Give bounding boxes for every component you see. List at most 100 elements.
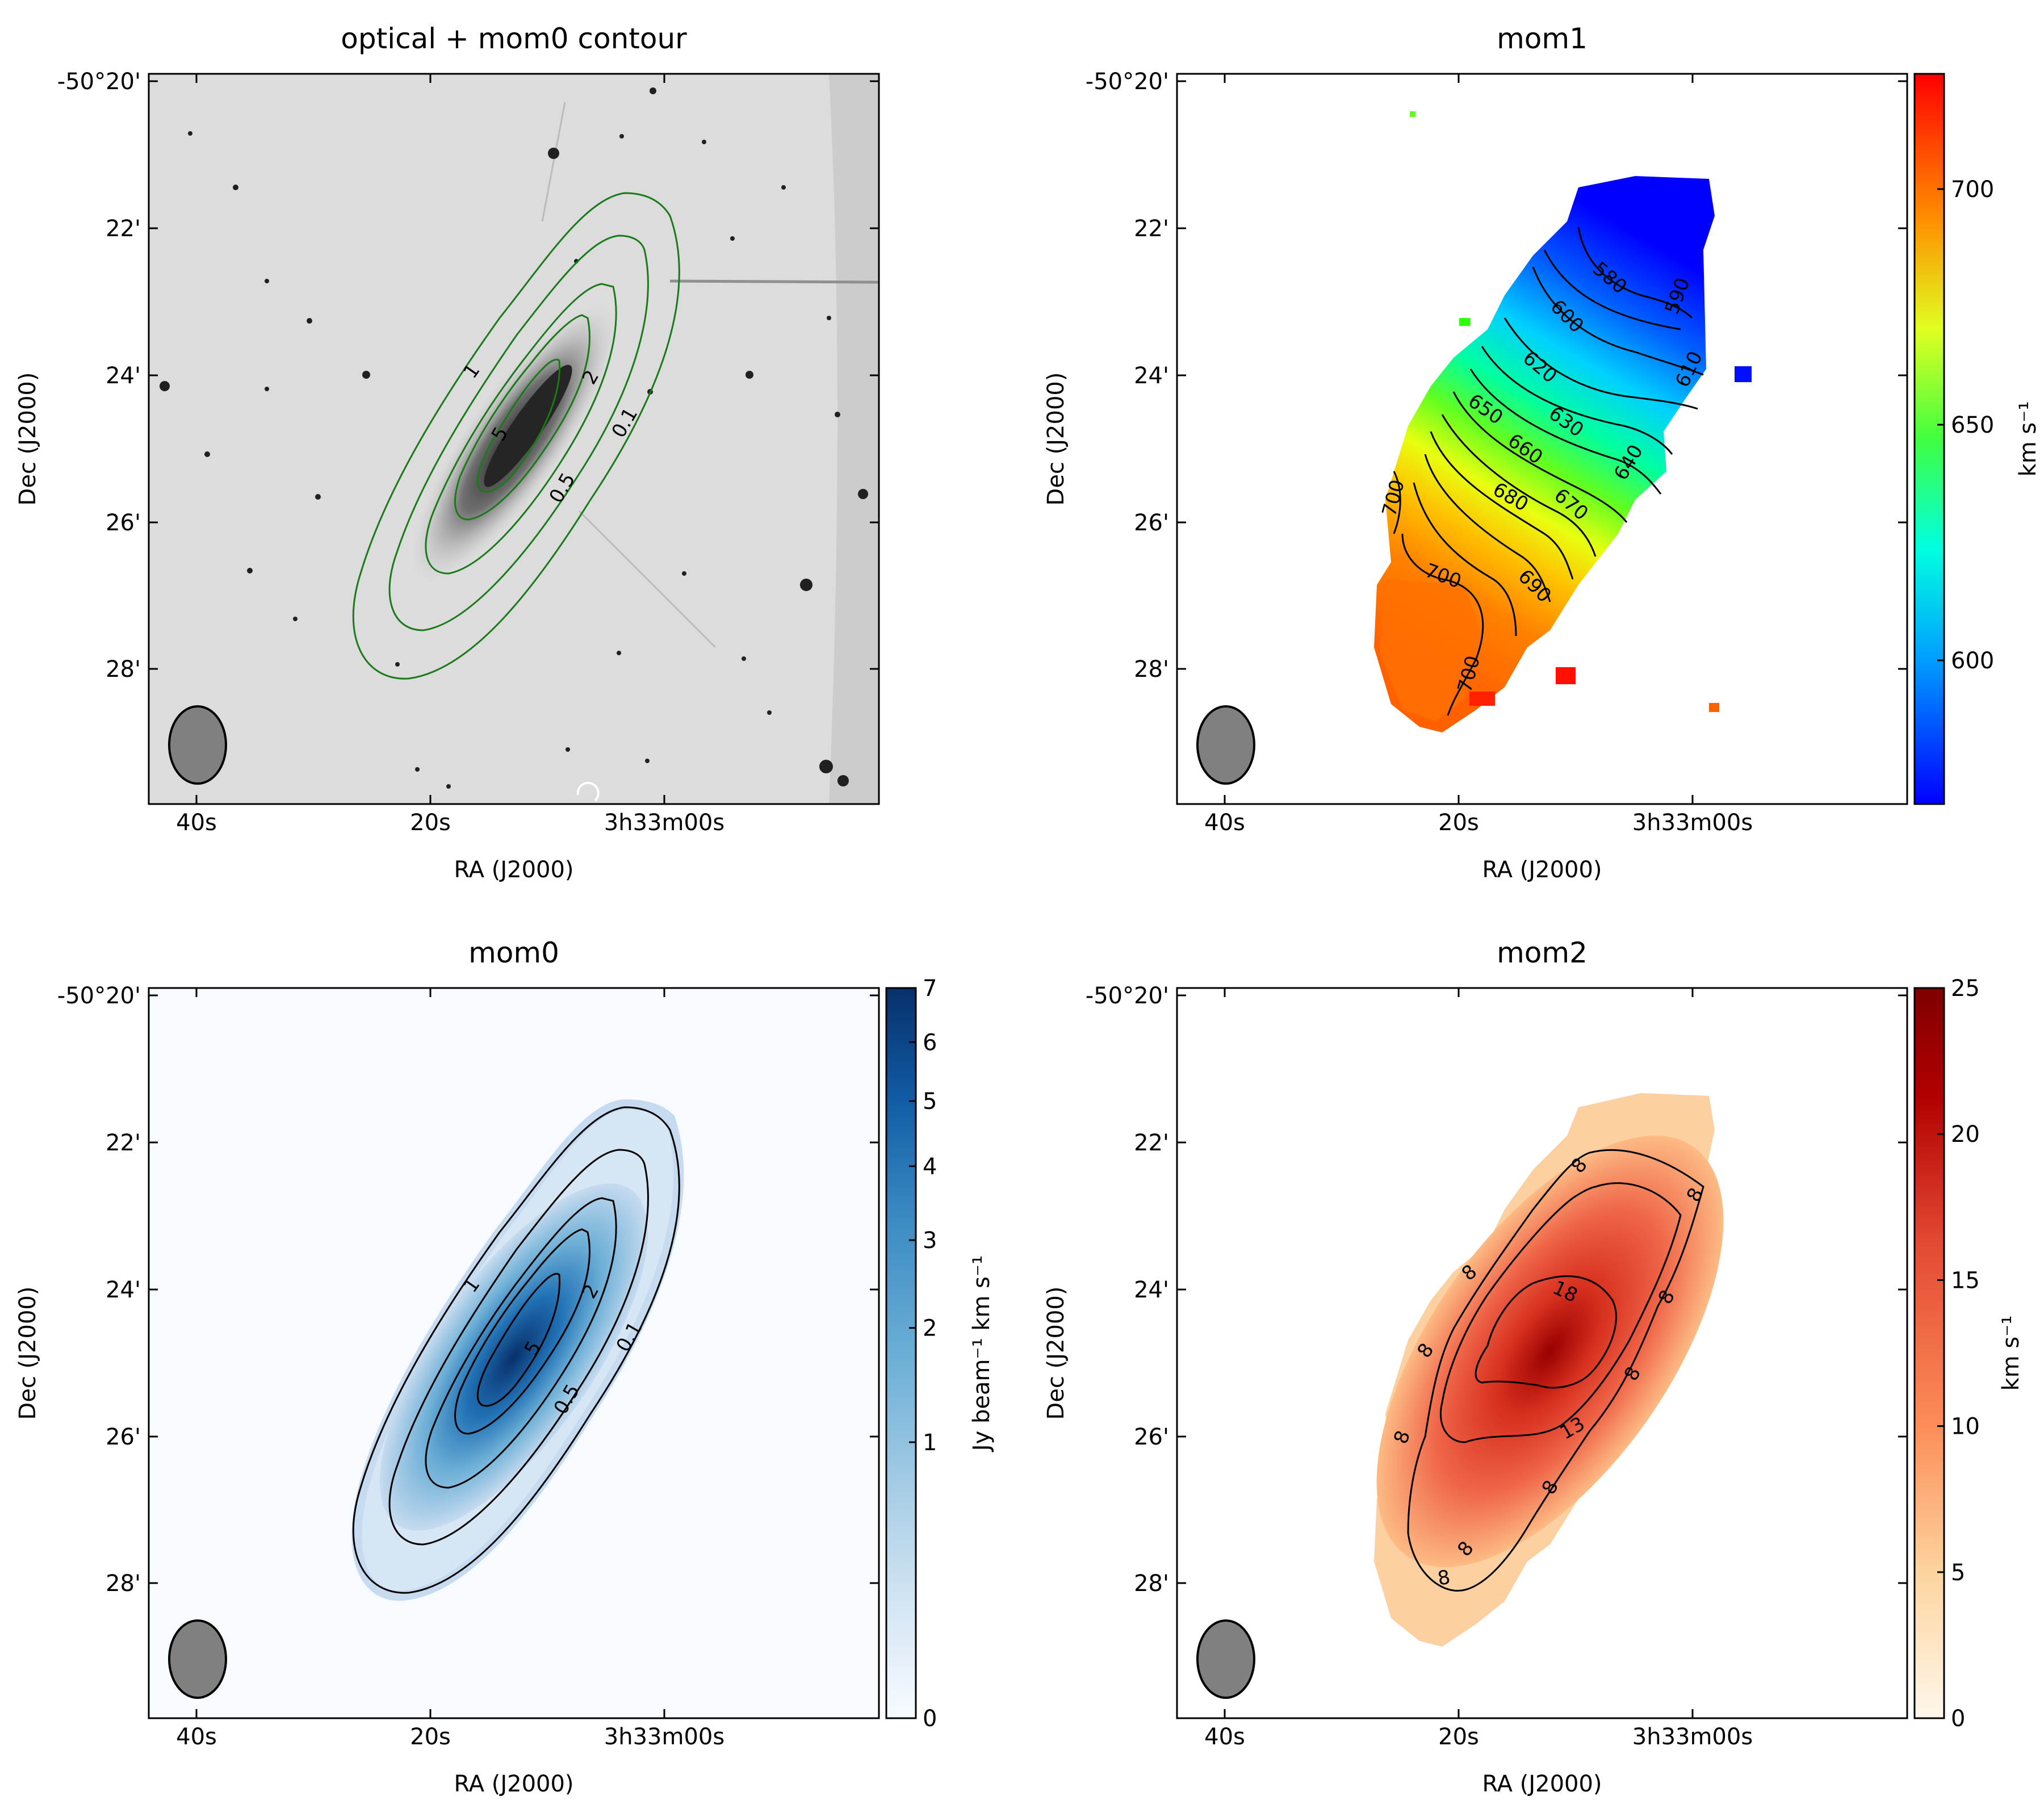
y-tick-label: 24' <box>106 363 141 389</box>
colorbar-mom2: 0 5 10 15 20 25 km s⁻¹ <box>1913 976 2024 1732</box>
x-axis-label: RA (J2000) <box>1482 1771 1602 1797</box>
cb-tick-label: 1 <box>923 1430 937 1456</box>
panel-optical: optical + mom0 contour <box>15 22 880 883</box>
y-tick-label: 28' <box>106 656 141 683</box>
axes-frame <box>1176 73 1908 805</box>
x-tick-label: 20s <box>1438 1724 1479 1750</box>
y-tick-label: 22' <box>106 216 141 242</box>
y-tick-label: 28' <box>1134 656 1169 683</box>
optical-image: 0.1 0.5 1 2 5 <box>149 74 879 804</box>
x-tick-label: 20s <box>1438 810 1479 836</box>
cb-tick-label: 20 <box>1951 1121 1980 1148</box>
x-axis-label: RA (J2000) <box>454 1771 573 1797</box>
y-axis-label: Dec (J2000) <box>1043 1287 1069 1420</box>
y-tick-label: -50°20' <box>1086 983 1169 1009</box>
galaxy-mom0 <box>379 1183 648 1531</box>
y-tick-label: -50°20' <box>57 983 141 1009</box>
cb-tick-label: 4 <box>923 1154 937 1180</box>
y-tick-label: 26' <box>1134 1424 1169 1450</box>
x-axis-label: RA (J2000) <box>1482 857 1602 883</box>
cb-tick-label: 5 <box>923 1088 937 1115</box>
beam-ellipse <box>1196 705 1255 785</box>
panel-title-mom1: mom1 <box>1497 22 1588 55</box>
tick-marks <box>149 74 879 804</box>
beam-ellipse <box>168 1619 227 1699</box>
cb-tick-label: 6 <box>923 1029 937 1056</box>
mom0-contours <box>352 1106 680 1594</box>
axes-frame <box>1176 987 1908 1719</box>
panel-mom1: mom1 <box>1043 22 2041 883</box>
y-tick-label: 22' <box>1134 216 1169 242</box>
tick-marks <box>1177 988 1907 1718</box>
axes-frame <box>148 987 880 1719</box>
beam-ellipse <box>168 705 227 785</box>
colorbar-mom1: 600 650 700 km s⁻¹ <box>1913 73 2041 805</box>
x-axis-label: RA (J2000) <box>454 857 573 883</box>
panel-mom2: mom2 8 8 8 8 8 8 8 8 8 8 13 18 <box>1043 936 2024 1797</box>
y-axis-label: Dec (J2000) <box>15 372 41 506</box>
cb-tick-label: 10 <box>1951 1414 1980 1440</box>
cb-tick-label: 5 <box>1951 1560 1965 1586</box>
beam-ellipse <box>1196 1619 1255 1699</box>
y-tick-label: 24' <box>106 1277 141 1303</box>
cb-tick-label: 25 <box>1951 976 1980 1002</box>
colorbar-mom0: 0 1 2 3 4 5 6 7 Jy beam⁻¹ km s⁻¹ <box>885 976 995 1732</box>
velocity-contours <box>1393 227 1704 716</box>
mom2-contours <box>1407 1149 1704 1592</box>
axes-frame <box>148 73 880 805</box>
x-tick-label: 40s <box>1204 810 1245 836</box>
x-tick-labels: 40s 20s 3h33m00s <box>1204 810 1753 836</box>
x-tick-label: 3h33m00s <box>604 1724 724 1750</box>
tick-marks <box>1177 74 1907 804</box>
y-axis-label: Dec (J2000) <box>15 1287 41 1420</box>
x-tick-label: 20s <box>410 810 451 836</box>
y-tick-labels: -50°20' 22' 24' 26' 28' <box>57 983 141 1597</box>
x-tick-labels: 40s 20s 3h33m00s <box>176 810 724 836</box>
x-tick-labels: 40s 20s 3h33m00s <box>1204 1724 1753 1750</box>
y-tick-label: 26' <box>106 510 141 536</box>
x-tick-label: 40s <box>1204 1724 1245 1750</box>
y-tick-label: 26' <box>106 1424 141 1450</box>
optical-contours <box>352 192 680 680</box>
x-tick-label: 3h33m00s <box>1632 810 1753 836</box>
y-tick-label: 24' <box>1134 363 1169 389</box>
galaxy-mom2 <box>1376 1135 1724 1568</box>
cb-tick-label: 15 <box>1951 1267 1980 1293</box>
colorbar-label: km s⁻¹ <box>2015 401 2041 477</box>
cb-tick-label: 2 <box>923 1316 937 1342</box>
panel-mom0: mom0 0.1 0.5 1 2 5 <box>15 936 995 1797</box>
y-tick-label: 28' <box>1134 1571 1169 1597</box>
y-tick-label: -50°20' <box>1086 69 1169 95</box>
tick-marks <box>149 988 879 1718</box>
panel-title-optical: optical + mom0 contour <box>341 22 687 55</box>
mom2-map: 8 8 8 8 8 8 8 8 8 8 13 18 <box>1177 988 1907 1718</box>
panel-title-mom2: mom2 <box>1497 936 1588 969</box>
y-tick-label: 22' <box>1134 1130 1169 1156</box>
panel-title-mom0: mom0 <box>468 936 559 969</box>
x-tick-label: 40s <box>176 1724 217 1750</box>
x-tick-label: 3h33m00s <box>604 810 724 836</box>
x-tick-label: 3h33m00s <box>1632 1724 1753 1750</box>
cb-tick-label: 700 <box>1951 177 1994 203</box>
cb-tick-label: 600 <box>1951 648 1994 674</box>
x-tick-labels: 40s 20s 3h33m00s <box>176 1724 724 1750</box>
x-tick-label: 40s <box>176 810 217 836</box>
cb-tick-label: 0 <box>1951 1706 1965 1732</box>
colorbar-label: km s⁻¹ <box>1998 1316 2024 1391</box>
y-tick-labels: -50°20' 22' 24' 26' 28' <box>57 69 141 683</box>
y-tick-label: 28' <box>106 1571 141 1597</box>
cb-tick-label: 650 <box>1951 412 1994 438</box>
y-tick-label: -50°20' <box>57 69 141 95</box>
colorbar-label: Jy beam⁻¹ km s⁻¹ <box>969 1255 995 1452</box>
mom1-map: 580 590 600 610 620 630 640 650 660 670 … <box>1177 74 1907 804</box>
y-tick-label: 24' <box>1134 1277 1169 1303</box>
y-axis-label: Dec (J2000) <box>1043 372 1069 506</box>
y-tick-label: 26' <box>1134 510 1169 536</box>
y-tick-labels: -50°20' 22' 24' 26' 28' <box>1086 69 1169 683</box>
y-tick-label: 22' <box>106 1130 141 1156</box>
cb-tick-label: 0 <box>923 1706 937 1732</box>
y-tick-labels: -50°20' 22' 24' 26' 28' <box>1086 983 1169 1597</box>
cb-tick-label: 7 <box>923 976 937 1002</box>
x-tick-label: 20s <box>410 1724 451 1750</box>
